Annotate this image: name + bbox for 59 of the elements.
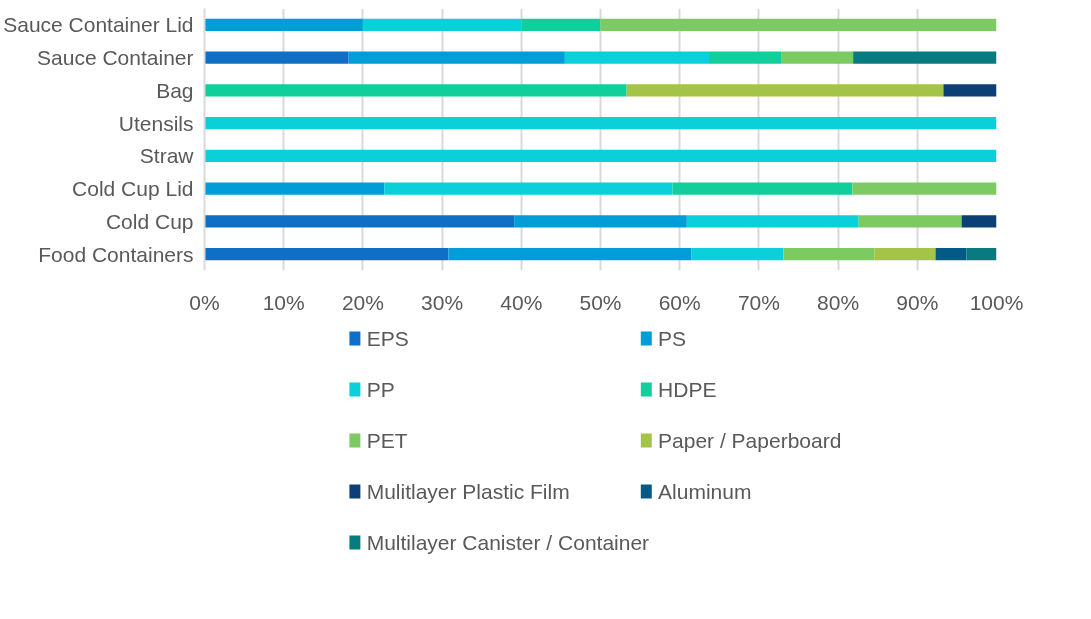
legend-label: PS	[658, 327, 687, 350]
bar	[448, 247, 692, 261]
y-tick-label: Straw	[139, 144, 195, 168]
bar	[943, 84, 997, 97]
bar	[686, 215, 859, 228]
y-tick-label: Sauce Container	[37, 46, 194, 70]
bar	[204, 182, 385, 195]
y-tick-label: Utensils	[118, 111, 194, 135]
legend-label: EPS	[366, 327, 409, 350]
bar	[966, 247, 997, 261]
legend-label: PET	[366, 429, 408, 452]
bar	[514, 215, 687, 228]
bar	[961, 215, 997, 228]
bar	[783, 247, 875, 261]
bar	[852, 182, 997, 195]
bar	[600, 18, 997, 32]
bar	[691, 247, 784, 261]
bar	[709, 51, 782, 64]
bar	[781, 51, 854, 64]
x-tick-label: 60%	[658, 290, 701, 314]
bar	[348, 51, 565, 64]
legend-label: Mulitlayer Plastic Film	[366, 480, 570, 503]
x-tick-label: 70%	[737, 290, 780, 314]
bar	[853, 51, 997, 64]
x-tick-label: 30%	[421, 290, 464, 314]
bar	[564, 51, 709, 64]
bar	[935, 247, 967, 261]
legend-label: Multilayer Canister / Container	[366, 531, 650, 554]
y-tick-label: Bag	[156, 78, 194, 102]
y-tick-label: Cold Cup	[105, 209, 194, 233]
bar	[204, 149, 997, 163]
y-tick-label: Sauce Container Lid	[3, 13, 194, 37]
bar	[204, 247, 449, 261]
x-tick-label: 50%	[579, 290, 622, 314]
bar	[874, 247, 936, 261]
bar	[204, 215, 515, 228]
legend-label: HDPE	[658, 378, 717, 401]
y-tick-label: Food Containers	[38, 242, 194, 266]
x-tick-label: 20%	[341, 290, 384, 314]
bar	[858, 215, 962, 228]
x-tick-label: 40%	[500, 290, 543, 314]
bar	[204, 51, 349, 64]
y-tick-label: Cold Cup Lid	[72, 177, 194, 201]
legend-label: Aluminum	[658, 480, 752, 503]
bar	[626, 84, 944, 97]
legend-label: Paper / Paperboard	[658, 429, 842, 452]
x-tick-label: 10%	[262, 290, 305, 314]
bar	[384, 182, 673, 195]
x-tick-label: 80%	[817, 290, 860, 314]
bar	[204, 18, 363, 32]
legend-label: PP	[366, 378, 395, 401]
bar	[204, 84, 627, 97]
bar	[204, 116, 997, 130]
bar	[672, 182, 853, 195]
bar	[521, 18, 601, 32]
x-tick-label: 0%	[189, 290, 220, 314]
bar	[362, 18, 522, 32]
x-tick-label: 100%	[969, 290, 1024, 314]
x-tick-label: 90%	[896, 290, 939, 314]
